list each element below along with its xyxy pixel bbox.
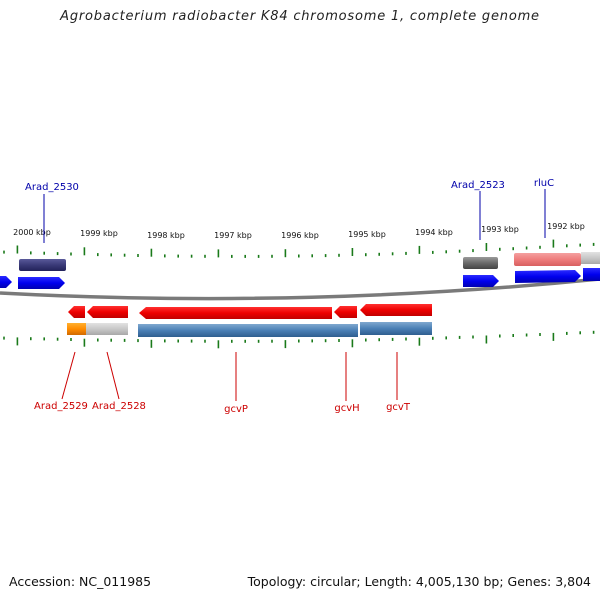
label-arad-2529[interactable]: Arad_2529: [34, 401, 88, 412]
chromosome-backbone: [0, 277, 600, 301]
genome-summary-text: Topology: circular; Length: 4,005,130 bp…: [247, 574, 591, 589]
tick-label-1993kbp: 1993 kbp: [481, 225, 519, 234]
label-rluc[interactable]: rluC: [534, 178, 554, 189]
tick-label-1999kbp: 1999 kbp: [80, 229, 118, 238]
label-gcvt[interactable]: gcvT: [386, 402, 411, 413]
gene-gcvt[interactable]: [360, 304, 432, 316]
ruler-labels: 2000 kbp 1999 kbp 1998 kbp 1997 kbp 1996…: [13, 222, 585, 240]
tick-label-1997kbp: 1997 kbp: [214, 231, 252, 240]
tick-label-1994kbp: 1994 kbp: [415, 228, 453, 237]
gene-arad-2530[interactable]: [18, 277, 65, 289]
feature-arad-2530-region[interactable]: [19, 259, 66, 271]
annotation-leaders: [43, 189, 546, 401]
page-title: Agrobacterium radiobacter K84 chromosome…: [60, 9, 540, 24]
label-arad-2528[interactable]: Arad_2528: [92, 401, 146, 412]
gene-gcvp[interactable]: [139, 307, 332, 319]
label-gcvp[interactable]: gcvP: [224, 404, 248, 415]
minus-strand-features: [67, 304, 432, 337]
accession-text: Accession: NC_011985: [9, 574, 152, 589]
tick-label-1996kbp: 1996 kbp: [281, 231, 319, 240]
feature-gcvp-region[interactable]: [138, 324, 358, 337]
ruler-ticks-bottom: [3, 330, 595, 349]
label-gcvh[interactable]: gcvH: [334, 403, 359, 414]
gene-arad-2523[interactable]: [463, 275, 499, 287]
feature-rluc-region[interactable]: [514, 253, 581, 266]
plus-strand-features: [0, 252, 600, 289]
tick-label-2000kbp: 2000 kbp: [13, 228, 51, 237]
ruler-ticks-top: [3, 239, 595, 258]
feature-rluc-region-tail[interactable]: [581, 252, 600, 264]
gene-arad-2528[interactable]: [87, 306, 128, 318]
gene-rluc[interactable]: [515, 270, 581, 283]
gene-arad-2529[interactable]: [68, 306, 85, 318]
gene-gcvh[interactable]: [334, 306, 357, 318]
feature-arad-2523-region[interactable]: [463, 257, 498, 269]
gene-partial-left[interactable]: [0, 276, 12, 288]
tick-label-1998kbp: 1998 kbp: [147, 231, 185, 240]
tick-label-1995kbp: 1995 kbp: [348, 230, 386, 239]
feature-arad-2529-region[interactable]: [67, 323, 86, 335]
feature-arad-2528-region[interactable]: [86, 323, 128, 335]
gene-partial-right[interactable]: [583, 268, 600, 281]
annotation-labels: Arad_2530 Arad_2523 rluC Arad_2529 Arad_…: [25, 178, 554, 415]
tick-label-1992kbp: 1992 kbp: [547, 222, 585, 231]
label-arad-2530[interactable]: Arad_2530: [25, 182, 79, 193]
label-arad-2523[interactable]: Arad_2523: [451, 180, 505, 191]
feature-gcvt-region[interactable]: [360, 322, 432, 335]
